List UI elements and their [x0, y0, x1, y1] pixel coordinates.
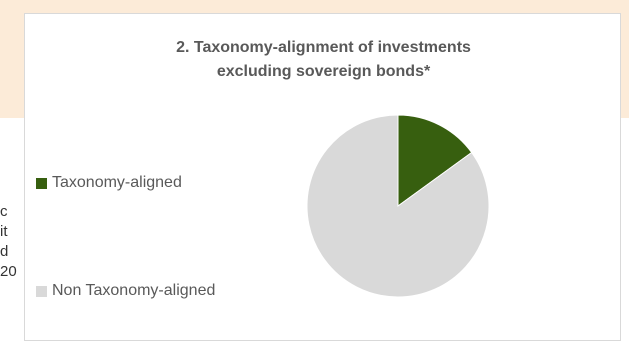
- chart-title-line-2: excluding sovereign bonds*: [216, 63, 431, 80]
- pie-slice-non-taxonomy-aligned: [306, 114, 490, 298]
- legend-swatch-non-taxonomy-aligned: [36, 285, 47, 297]
- chart-title-line-1: 2. Taxonomy-alignment of investments: [176, 39, 471, 56]
- legend-item-non-taxonomy-aligned: Non Taxonomy-aligned: [36, 282, 215, 300]
- chart-title: 2. Taxonomy-alignment of investments exc…: [25, 36, 622, 84]
- background-strip-lower: [0, 118, 24, 349]
- legend-item-taxonomy-aligned: Taxonomy-aligned: [36, 174, 182, 192]
- pie-chart: [306, 114, 490, 298]
- legend-label-taxonomy-aligned: Taxonomy-aligned: [52, 174, 182, 191]
- legend-label-non-taxonomy-aligned: Non Taxonomy-aligned: [52, 282, 216, 299]
- pie-slice-taxonomy-aligned: [397, 114, 473, 207]
- clipped-text-line-1: c: [0, 203, 8, 220]
- clipped-text-line-3: d: [0, 243, 9, 260]
- legend-swatch-taxonomy-aligned: [36, 177, 47, 189]
- chart-panel: 2. Taxonomy-alignment of investments exc…: [24, 13, 621, 341]
- clipped-text-line-4: 20: [0, 263, 17, 280]
- clipped-text-line-2: it: [0, 223, 8, 240]
